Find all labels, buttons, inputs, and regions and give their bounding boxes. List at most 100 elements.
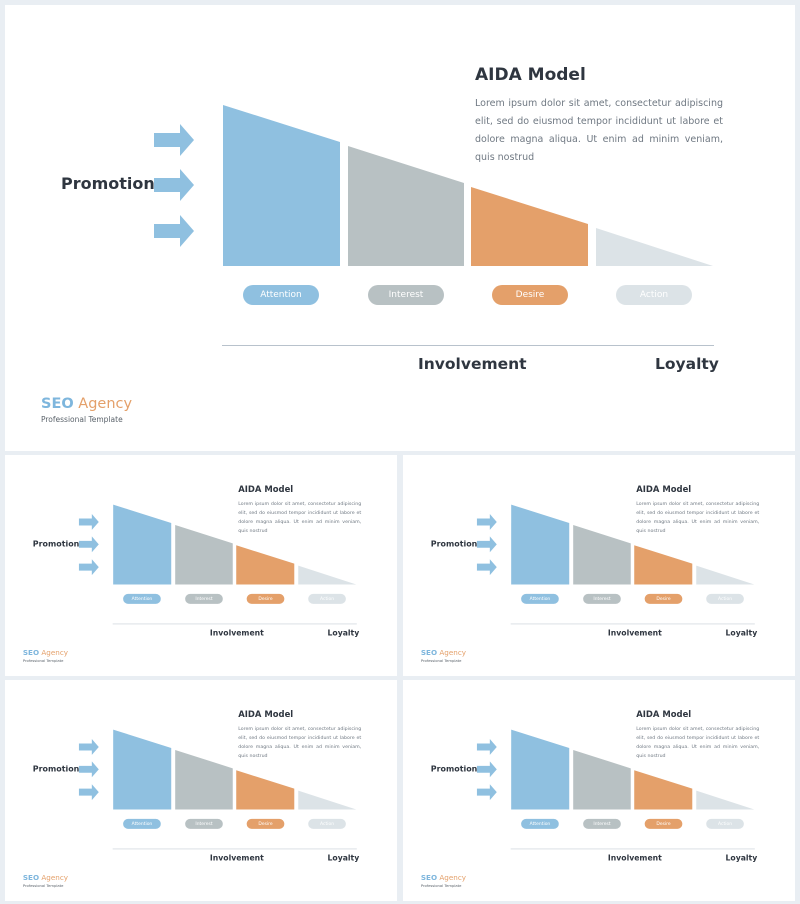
involvement-label: Involvement xyxy=(418,355,527,373)
promotion-label: Promotion xyxy=(430,763,478,774)
loyalty-label: Loyalty xyxy=(327,628,360,638)
stage-desire-shape xyxy=(634,545,693,585)
brand-logo: SEO Agency xyxy=(421,649,466,657)
arrow-right-icon xyxy=(78,784,99,801)
brand-seo-text: SEO xyxy=(41,396,74,412)
stage-pill-attention: Attention xyxy=(521,593,559,604)
body-text: Lorem ipsum dolor sit amet, consectetur … xyxy=(238,726,362,759)
brand-agency-text: Agency xyxy=(439,649,467,657)
brand-seo-text: SEO xyxy=(420,649,438,657)
stage-pill-action: Action xyxy=(706,593,744,604)
brand-seo-text: SEO xyxy=(22,874,40,882)
arrow-right-icon xyxy=(78,739,99,755)
body-text: Lorem ipsum dolor sit amet, consectetur … xyxy=(636,501,760,534)
stage-pill-action: Action xyxy=(706,818,744,829)
stage-pill-desire: Desire xyxy=(492,285,568,305)
slide-thumbnail[interactable]: AIDA Model Lorem ipsum dolor sit amet, c… xyxy=(403,680,795,901)
arrow-right-icon xyxy=(476,536,497,553)
body-text: Lorem ipsum dolor sit amet, consectetur … xyxy=(636,726,760,759)
promotion-label: Promotion xyxy=(430,538,478,549)
brand-logo: SEO Agency xyxy=(23,874,68,882)
arrow-right-icon xyxy=(476,761,497,778)
loyalty-label: Loyalty xyxy=(655,355,719,373)
brand-agency-text: Agency xyxy=(41,874,69,882)
slide-title: AIDA Model xyxy=(238,709,294,720)
slide-content: AIDA Model Lorem ipsum dolor sit amet, c… xyxy=(5,680,397,901)
arrow-right-icon xyxy=(476,514,497,530)
arrow-right-icon xyxy=(476,739,497,755)
brand-logo: SEO Agency xyxy=(23,649,68,657)
stage-desire-shape xyxy=(471,187,588,266)
stage-action-shape xyxy=(298,790,357,810)
stage-action-shape xyxy=(696,565,755,585)
slide-thumbnail[interactable]: AIDA Model Lorem ipsum dolor sit amet, c… xyxy=(403,455,795,676)
stage-pill-attention: Attention xyxy=(123,593,161,604)
stage-pill-interest: Interest xyxy=(583,593,621,604)
stage-pill-action: Action xyxy=(308,818,346,829)
stage-interest-shape xyxy=(573,749,631,810)
slide-preview-main[interactable]: AIDA Model Lorem ipsum dolor sit amet, c… xyxy=(5,5,795,451)
stage-pill-interest: Interest xyxy=(368,285,444,305)
slide-content: AIDA Model Lorem ipsum dolor sit amet, c… xyxy=(5,455,397,676)
stage-action-shape xyxy=(596,228,713,266)
promotion-label: Promotion xyxy=(61,174,155,193)
brand-tagline: Professional Template xyxy=(420,658,462,663)
slide-title: AIDA Model xyxy=(238,484,294,495)
slide-title: AIDA Model xyxy=(636,709,692,720)
slide-content: AIDA Model Lorem ipsum dolor sit amet, c… xyxy=(5,5,795,451)
slide-title: AIDA Model xyxy=(636,484,692,495)
arrow-right-icon xyxy=(78,536,99,553)
aida-diagram xyxy=(154,105,713,266)
slide-content: AIDA Model Lorem ipsum dolor sit amet, c… xyxy=(403,455,795,676)
stage-interest-shape xyxy=(175,524,233,585)
stage-pill-interest: Interest xyxy=(185,818,223,829)
body-text: Lorem ipsum dolor sit amet, consectetur … xyxy=(238,501,362,534)
loyalty-label: Loyalty xyxy=(725,628,758,638)
aida-diagram xyxy=(78,729,357,810)
stage-action-shape xyxy=(696,790,755,810)
involvement-label: Involvement xyxy=(607,853,662,863)
promotion-label: Promotion xyxy=(32,763,80,774)
stage-interest-shape xyxy=(348,146,464,266)
arrow-right-icon xyxy=(154,215,194,247)
stage-pill-desire: Desire xyxy=(644,593,683,604)
arrow-right-icon xyxy=(78,514,99,530)
brand-logo: SEO Agency xyxy=(41,396,132,412)
stage-interest-shape xyxy=(573,524,631,585)
slide-thumbnail[interactable]: AIDA Model Lorem ipsum dolor sit amet, c… xyxy=(5,455,397,676)
slide-thumbnail[interactable]: AIDA Model Lorem ipsum dolor sit amet, c… xyxy=(5,680,397,901)
aida-diagram xyxy=(476,729,755,810)
stage-attention-shape xyxy=(511,729,570,810)
stage-attention-shape xyxy=(223,105,340,266)
involvement-label: Involvement xyxy=(209,628,264,638)
stage-attention-shape xyxy=(113,729,172,810)
stage-pill-action: Action xyxy=(616,285,692,305)
stage-pill-attention: Attention xyxy=(243,285,319,305)
arrow-right-icon xyxy=(476,784,497,801)
stage-pill-desire: Desire xyxy=(246,818,285,829)
stage-interest-shape xyxy=(175,749,233,810)
brand-tagline: Professional Template xyxy=(22,658,64,663)
stage-desire-shape xyxy=(236,770,295,810)
stage-attention-shape xyxy=(113,504,172,585)
involvement-label: Involvement xyxy=(209,853,264,863)
stage-pill-attention: Attention xyxy=(123,818,161,829)
brand-tagline: Professional Template xyxy=(420,883,462,888)
brand-agency-text: Agency xyxy=(439,874,467,882)
brand-tagline: Professional Template xyxy=(41,415,123,424)
brand-logo: SEO Agency xyxy=(421,874,466,882)
arrow-right-icon xyxy=(476,559,497,576)
arrow-right-icon xyxy=(78,559,99,576)
slide-title: AIDA Model xyxy=(475,65,586,85)
stage-action-shape xyxy=(298,565,357,585)
stage-desire-shape xyxy=(236,545,295,585)
body-text: Lorem ipsum dolor sit amet, consectetur … xyxy=(475,98,723,163)
stage-pill-desire: Desire xyxy=(246,593,285,604)
stage-desire-shape xyxy=(634,770,693,810)
stage-pill-action: Action xyxy=(308,593,346,604)
slide-content: AIDA Model Lorem ipsum dolor sit amet, c… xyxy=(403,680,795,901)
promotion-label: Promotion xyxy=(32,538,80,549)
stage-pill-interest: Interest xyxy=(185,593,223,604)
stage-pill-attention: Attention xyxy=(521,818,559,829)
loyalty-label: Loyalty xyxy=(725,853,758,863)
